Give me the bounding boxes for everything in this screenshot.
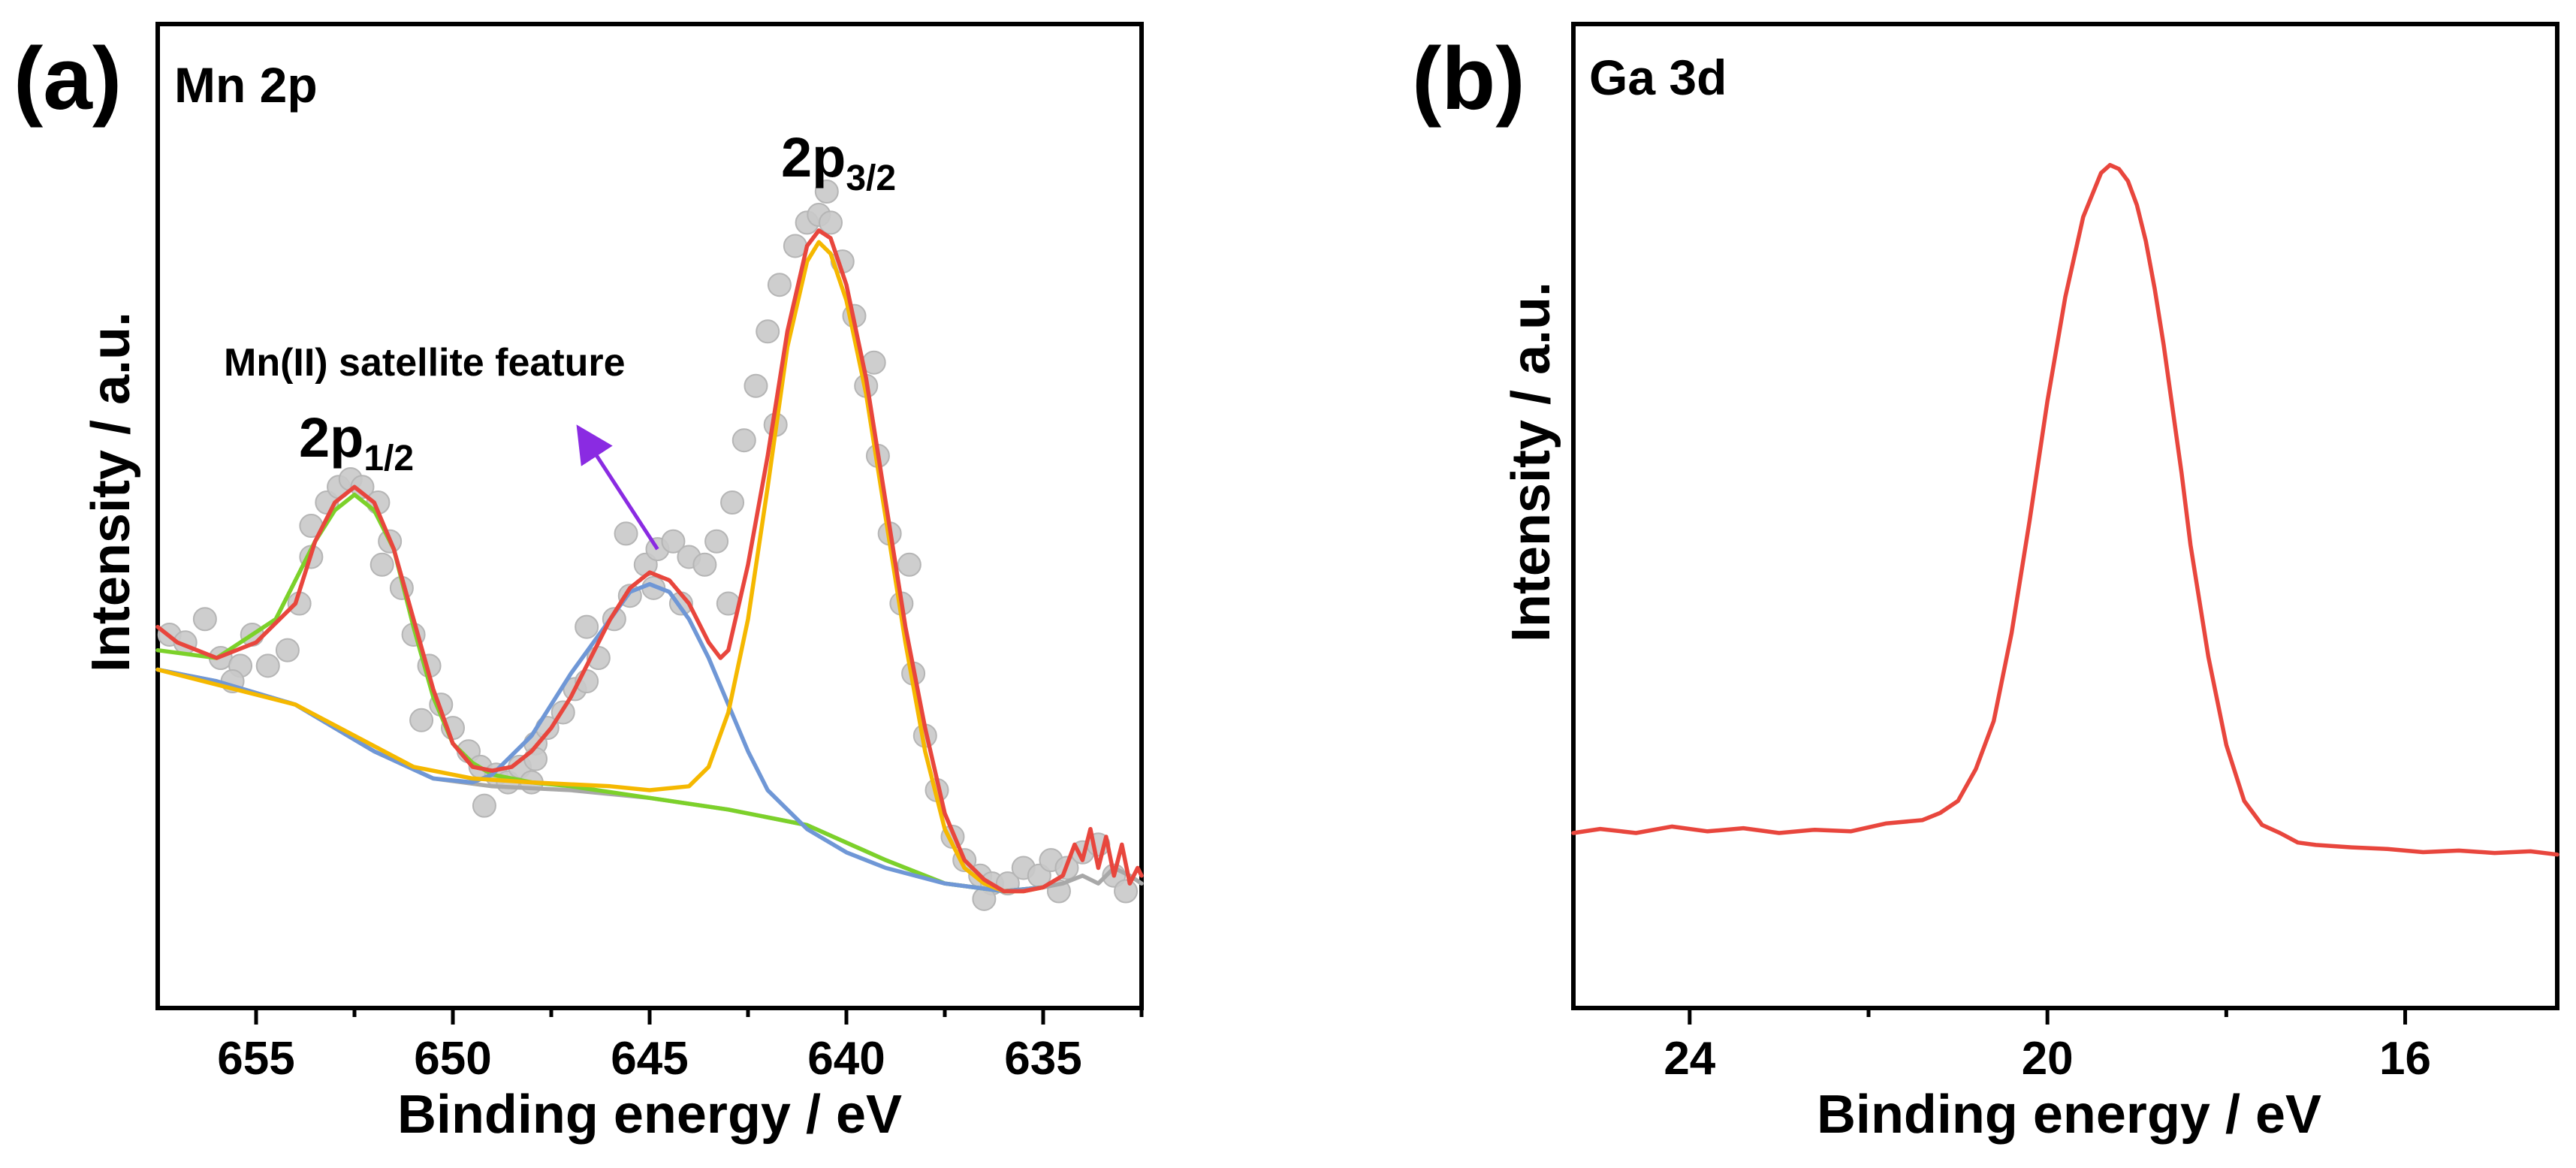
raw-data-point xyxy=(575,614,599,639)
raw-data-point xyxy=(767,273,792,297)
panel-a-x-axis: 655 650 645 640 635 xyxy=(217,1008,1144,1085)
series-satellite-fit xyxy=(155,581,1045,894)
raw-data-point xyxy=(370,552,394,577)
raw-data-point xyxy=(819,210,843,235)
peak-label-2p3-2-main: 2p xyxy=(781,126,846,189)
x-tick-label: 20 xyxy=(2022,1033,2074,1085)
panel-b-label: (b) xyxy=(1412,29,1525,128)
panel-b: (b) Ga 3d 24 20 16 Binding energy / eV Int… xyxy=(1412,22,2559,1145)
raw-data-point xyxy=(744,373,768,398)
series-envelope xyxy=(155,228,1144,894)
panel-a-data-points xyxy=(157,180,1139,911)
panel-a-x-axis-label: Binding energy / eV xyxy=(397,1085,902,1145)
panel-b-title: Ga 3d xyxy=(1589,50,1727,105)
raw-data-point xyxy=(720,490,745,515)
raw-data-point xyxy=(692,552,717,577)
panel-a: (a) Mn 2p 655 650 645 640 635 2p1/2 2p3/2 Mn… xyxy=(14,22,1144,1145)
raw-data-point xyxy=(731,428,756,453)
panel-a-fit-curves xyxy=(155,228,1144,894)
satellite-annotation-text: Mn(II) satellite feature xyxy=(224,341,626,385)
panel-a-label: (a) xyxy=(14,29,122,128)
raw-data-point xyxy=(756,319,780,344)
raw-data-point xyxy=(255,653,280,678)
raw-data-point xyxy=(661,529,686,554)
panel-b-x-axis: 24 20 16 xyxy=(1664,1008,2431,1085)
x-tick-label: 16 xyxy=(2379,1033,2431,1085)
peak-label-2p1-2-main: 2p xyxy=(299,406,363,469)
peak-label-2p3-2-sub: 3/2 xyxy=(846,158,896,198)
x-tick-label: 645 xyxy=(611,1033,688,1085)
raw-data-point xyxy=(704,529,729,554)
series-mn-2p3-2-fit xyxy=(155,240,1045,894)
raw-data-point xyxy=(897,552,922,577)
raw-data-point xyxy=(614,521,638,546)
x-tick-label: 635 xyxy=(1004,1033,1081,1085)
panel-b-x-axis-label: Binding energy / eV xyxy=(1817,1085,2321,1145)
raw-data-point xyxy=(472,793,496,818)
x-tick-label: 640 xyxy=(807,1033,885,1085)
raw-data-point xyxy=(409,708,434,732)
raw-data-point xyxy=(814,180,839,204)
panel-b-plot-frame xyxy=(1571,22,2559,1010)
raw-data-point xyxy=(523,747,548,771)
raw-data-point xyxy=(350,475,375,499)
raw-data-point xyxy=(275,638,300,662)
peak-label-2p1-2-sub: 1/2 xyxy=(363,439,414,478)
panel-a-title: Mn 2p xyxy=(174,57,318,113)
x-tick-label: 650 xyxy=(414,1033,491,1085)
raw-data-point xyxy=(192,607,217,632)
x-tick-label: 655 xyxy=(217,1033,294,1085)
panel-b-y-axis-label: Intensity / a.u. xyxy=(1501,282,1561,642)
panel-b-spectrum xyxy=(1571,162,2559,857)
series-ga-3d-spectrum xyxy=(1571,162,2559,857)
peak-label-2p1-2: 2p1/2 xyxy=(299,406,414,478)
x-tick-label: 24 xyxy=(1664,1033,1715,1085)
raw-data-point xyxy=(1114,879,1139,904)
panel-a-y-axis-label: Intensity / a.u. xyxy=(81,312,141,672)
peak-label-2p3-2: 2p3/2 xyxy=(781,126,896,198)
series-background xyxy=(155,667,1144,894)
satellite-annotation-arrow xyxy=(576,424,659,551)
